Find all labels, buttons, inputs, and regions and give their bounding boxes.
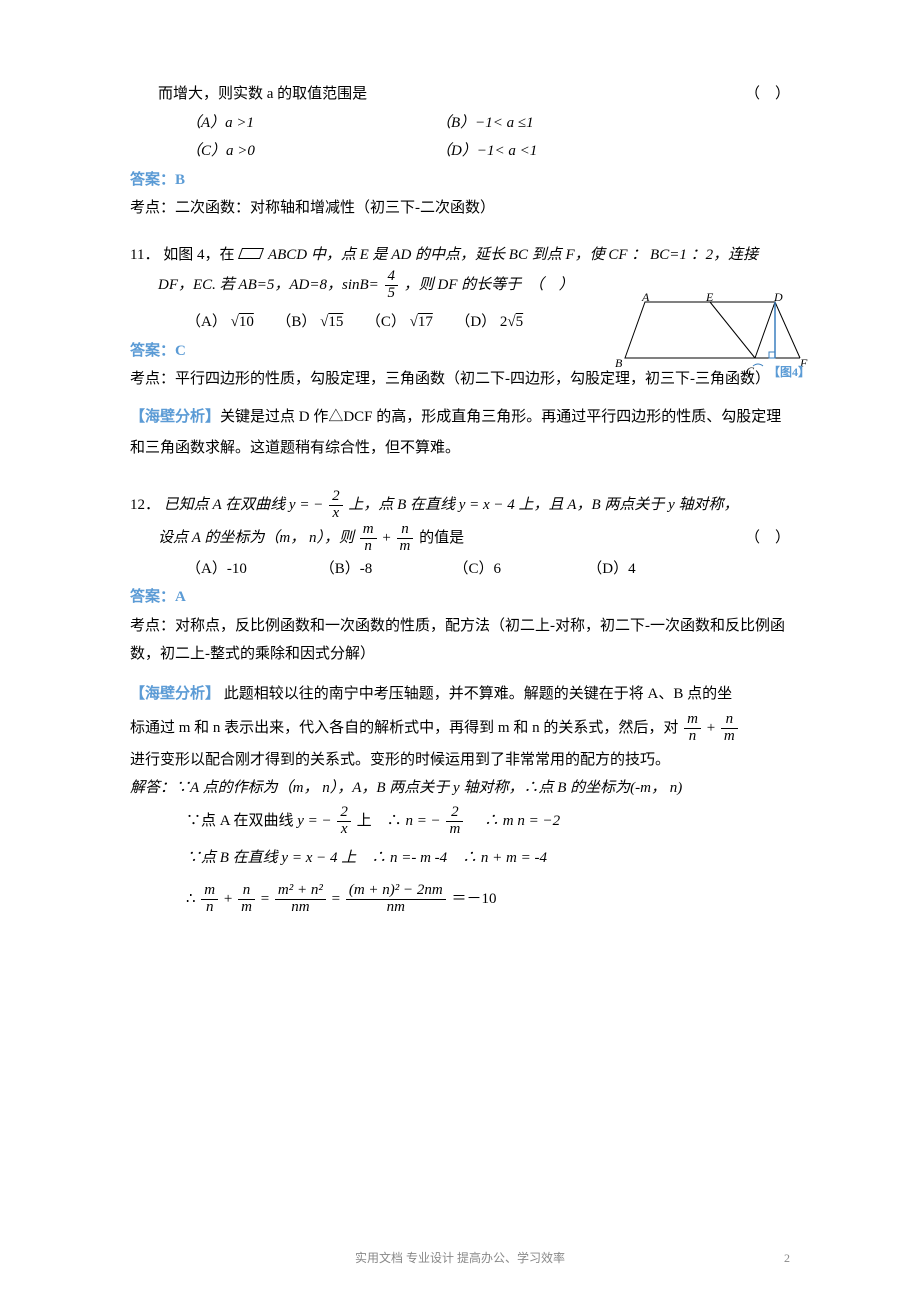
q12-hyperbola-lhs: y = − — [289, 497, 323, 513]
q12-solution-l4: ∴ m n + n m = m² + n² nm = (m + n)² − 2n… — [130, 878, 790, 920]
fig-label-e: E — [706, 286, 713, 309]
q12: 12． 已知点 A 在双曲线 y = − 2 x 上，点 B 在直线 y = x… — [130, 489, 790, 584]
q12-stem-a: 已知点 A 在双曲线 — [164, 497, 285, 513]
fig-label-d: D — [774, 286, 783, 309]
sol-l2-a: ∵点 A 在双曲线 — [186, 813, 294, 829]
q10-options-row2: （C）a >0 （D）−1< a <1 — [130, 137, 790, 166]
sol-l4-suffix: ＝－10 — [452, 891, 497, 907]
q12-stem-c-wrap: 设点 A 的坐标为（m， n），则 m n + n m 的值是 — [158, 522, 464, 555]
analysis-label: 【海壁分析】 — [130, 409, 220, 425]
q11-stem-a: 如图 4，在 — [163, 247, 234, 263]
q11-opt-b-label: （B） — [276, 314, 316, 330]
q12-stem-b: 上，点 B 在直线 y = x − 4 上，且 A，B 两点关于 y 轴对称， — [348, 497, 738, 513]
q10-stem: 而增大，则实数 a 的取值范围是 — [130, 80, 367, 109]
q11-num: 11． — [130, 247, 159, 263]
q11-opt-b-val: √15 — [320, 314, 343, 330]
q11-opt-d-val: 2√5 — [500, 314, 523, 330]
q12-frac2: n m — [397, 522, 414, 555]
q11-opt-c-label: （C） — [366, 314, 406, 330]
q12-solution-l2: ∵点 A 在双曲线 y = − 2 x 上 ∴ n = − 2 m ∴ m n … — [130, 803, 790, 841]
q12-stem-line1: 12． 已知点 A 在双曲线 y = − 2 x 上，点 B 在直线 y = x… — [130, 489, 790, 522]
q10-options-row1: （A）a >1 （B）−1< a ≤1 — [130, 109, 790, 138]
fig-label-a: A — [642, 286, 649, 309]
sol-l4-frac1: m n — [201, 883, 218, 916]
page-number: 2 — [784, 1247, 790, 1270]
q12-answer: 答案：A — [130, 583, 790, 612]
q11-opt-d-label: （D） — [455, 314, 496, 330]
q11-analysis-text: 关键是过点 D 作△DCF 的高，形成直角三角形。再通过平行四边形的性质、勾股定… — [130, 409, 781, 457]
q12-frac1: m n — [360, 522, 377, 555]
q12-opt-d: （D）4 — [587, 555, 635, 584]
q12-analysis-label: 【海壁分析】 — [130, 686, 220, 702]
q12-opt-b: （B）-8 — [320, 555, 450, 584]
sol-l2-b: 上 ∴ — [357, 813, 402, 829]
q12-analysis-b-prefix: 标通过 m 和 n 表示出来，代入各自的解析式中，再得到 m 和 n 的关系式，… — [130, 720, 678, 736]
sol-l4-eq1: = — [261, 891, 269, 907]
sol-l4-sum2: (m + n)² − 2nm nm — [346, 883, 446, 916]
q10-opt-d: （D）−1< a <1 — [436, 137, 537, 166]
q11-stem-c-prefix: DF，EC. 若 AB=5，AD=8，sinB= — [158, 277, 379, 293]
q12-blank: （ ） — [745, 522, 790, 555]
q12-opt-c: （C）6 — [454, 555, 584, 584]
fig-label-b: B — [615, 352, 622, 375]
q12-analysis-line2: 标通过 m 和 n 表示出来，代入各自的解析式中，再得到 m 和 n 的关系式，… — [130, 711, 790, 746]
parallelogram-icon — [238, 248, 264, 259]
q10-opt-c: （C）a >0 — [186, 137, 376, 166]
q12-kaodian: 考点：对称点，反比例函数和一次函数的性质，配方法（初二上-对称，初二下-一次函数… — [130, 612, 790, 669]
sol-l4-eq2: = — [332, 891, 340, 907]
sol-l4-frac2: n m — [238, 883, 255, 916]
sol-l2-c: ∴ m n = −2 — [469, 813, 560, 829]
q12-analysis-frac1: m n — [684, 712, 701, 745]
q12-analysis-frac2: n m — [721, 712, 738, 745]
q11-analysis: 【海壁分析】关键是过点 D 作△DCF 的高，形成直角三角形。再通过平行四边形的… — [130, 402, 790, 465]
q11-stem-c-suffix: ，则 DF 的长等于 （ ） — [404, 277, 574, 293]
sol-l2-hyp-frac: 2 x — [337, 805, 351, 838]
q11-frac: 4 5 — [385, 269, 399, 302]
q12-opt-a: （A）-10 — [186, 555, 316, 584]
q12-stem-c-prefix: 设点 A 的坐标为（m， n），则 — [158, 530, 354, 546]
q11-opt-a-val: √10 — [231, 314, 254, 330]
fig-label-c: C — [746, 360, 754, 383]
q12-stem-c-suffix: 的值是 — [419, 530, 464, 546]
q12-analysis-c: 进行变形以配合刚才得到的关系式。变形的时候运用到了非常常用的配方的技巧。 — [130, 746, 790, 775]
q12-hyperbola-frac: 2 x — [329, 489, 343, 522]
q12-options: （A）-10 （B）-8 （C）6 （D）4 — [130, 555, 790, 584]
q10-kaodian: 考点：二次函数：对称轴和增减性（初三下-二次函数） — [130, 194, 790, 223]
q12-num: 12． — [130, 497, 160, 513]
q10-blank: （ ） — [745, 80, 790, 109]
q11-opt-a-label: （A） — [186, 314, 227, 330]
sol-l2-n-frac: 2 m — [446, 805, 463, 838]
page-footer: 实用文档 专业设计 提高办公、学习效率 — [0, 1247, 920, 1270]
q12-stem-line2: 设点 A 的坐标为（m， n），则 m n + n m 的值是 （ ） — [130, 522, 790, 555]
q10-opt-b: （B）−1< a ≤1 — [436, 109, 534, 138]
q12-solution-l3: ∵点 B 在直线 y = x − 4 上 ∴ n =- m -4 ∴ n + m… — [130, 840, 790, 878]
q11-stem-line1: 11． 如图 4，在 ABCD 中，点 E 是 AD 的中点，延长 BC 到点 … — [130, 241, 790, 270]
sol-l4-plus: + — [224, 891, 232, 907]
q11-stem-b: ABCD 中，点 E 是 AD 的中点，延长 BC 到点 F，使 CF ： BC… — [268, 247, 758, 263]
q12-plus: + — [382, 530, 390, 546]
sol-l4-prefix: ∴ — [186, 891, 196, 907]
sol-l2-n-lhs: n = − — [405, 813, 440, 829]
q12-analysis: 【海壁分析】 此题相较以往的南宁中考压轴题，并不算难。解题的关键在于将 A、B … — [130, 677, 790, 712]
sol-l2-hyp-lhs: y = − — [297, 813, 331, 829]
q11-opt-c-val: √17 — [410, 314, 433, 330]
figure-4: A E D B C F 【图4】 — [610, 288, 810, 380]
q10-stem-row: 而增大，则实数 a 的取值范围是 （ ） — [130, 80, 790, 109]
q12-analysis-a: 此题相较以往的南宁中考压轴题，并不算难。解题的关键在于将 A、B 点的坐 — [224, 686, 732, 702]
q10-opt-a: （A）a >1 — [186, 109, 376, 138]
q12-analysis-plus: + — [707, 720, 715, 736]
figure-tag: 【图4】 — [768, 361, 810, 384]
sol-l4-sum1: m² + n² nm — [275, 883, 326, 916]
q12-solution-l1: 解答：∵A 点的作标为（m， n），A，B 两点关于 y 轴对称，∴点 B 的坐… — [130, 774, 790, 803]
q10-answer: 答案：B — [130, 166, 790, 195]
